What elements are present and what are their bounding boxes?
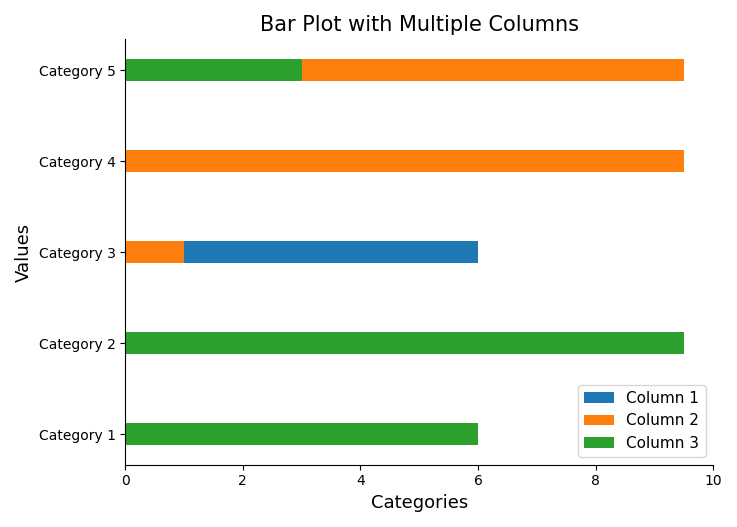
- Legend: Column 1, Column 2, Column 3: Column 1, Column 2, Column 3: [578, 385, 705, 457]
- Title: Bar Plot with Multiple Columns: Bar Plot with Multiple Columns: [259, 15, 579, 35]
- Bar: [125, 423, 478, 445]
- X-axis label: Categories: Categories: [371, 494, 468, 512]
- Bar: [125, 331, 684, 354]
- Bar: [125, 150, 684, 172]
- Bar: [301, 58, 684, 81]
- Bar: [184, 241, 478, 264]
- Y-axis label: Values: Values: [15, 222, 33, 281]
- Bar: [125, 241, 184, 264]
- Bar: [125, 58, 301, 81]
